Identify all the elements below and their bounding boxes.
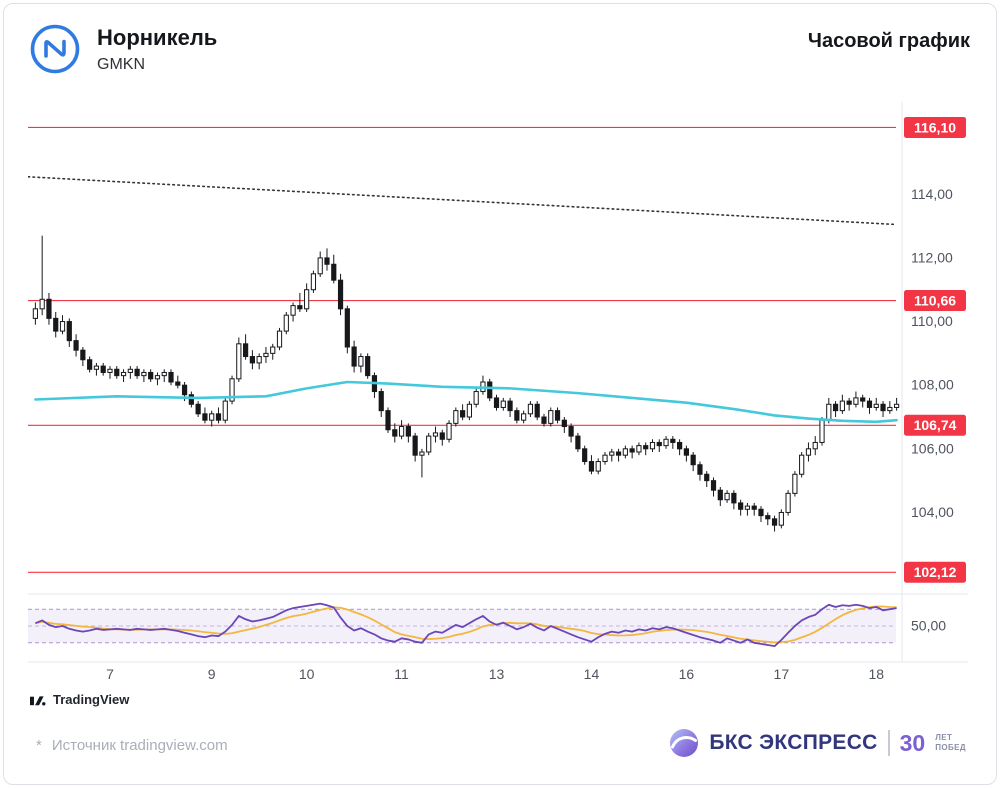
tradingview-logo-icon (30, 695, 46, 705)
svg-text:104,00: 104,00 (911, 504, 954, 520)
svg-text:7: 7 (106, 666, 114, 682)
svg-text:16: 16 (679, 666, 695, 682)
bks-logo-icon (670, 729, 699, 757)
bks-brand-name: БКС ЭКСПРЕСС (709, 731, 878, 754)
svg-text:112,00: 112,00 (911, 249, 953, 265)
bks-anniversary-number: 30 (899, 729, 926, 756)
bks-divider (887, 730, 890, 756)
svg-text:116,10: 116,10 (914, 119, 956, 135)
svg-text:110,66: 110,66 (914, 292, 956, 308)
svg-text:106,74: 106,74 (914, 417, 957, 433)
svg-text:106,00: 106,00 (911, 440, 954, 456)
svg-text:11: 11 (394, 666, 409, 682)
svg-text:50,00: 50,00 (911, 618, 946, 634)
source-star: * (36, 737, 42, 754)
bks-express-logo: БКС ЭКСПРЕСС 30 ЛЕТ ПОБЕД (669, 728, 966, 758)
svg-text:18: 18 (868, 666, 884, 682)
svg-text:13: 13 (489, 666, 505, 682)
source-note: * Источник tradingview.com (36, 737, 228, 754)
chart-canvas: 114,00 112,00 110,00 108,00 106,00 104,00 50,0… (27, 102, 968, 682)
svg-text:14: 14 (584, 666, 600, 682)
source-text: Источник tradingview.com (51, 737, 228, 754)
svg-text:108,00: 108,00 (911, 377, 954, 393)
svg-text:102,12: 102,12 (914, 564, 957, 580)
tradingview-attribution: TradingView (30, 692, 129, 707)
nornickel-logo (28, 22, 82, 76)
instrument-ticker: GMKN (97, 56, 145, 73)
bks-anniversary-caption: ЛЕТ ПОБЕД (935, 733, 966, 752)
timeframe-label: Часовой график (807, 30, 970, 52)
svg-text:110,00: 110,00 (911, 313, 953, 329)
tradingview-label: TradingView (53, 692, 130, 707)
nornickel-logo-icon (30, 24, 80, 74)
svg-text:114,00: 114,00 (911, 186, 953, 202)
svg-text:10: 10 (299, 666, 315, 682)
svg-text:17: 17 (774, 666, 790, 682)
instrument-title: Норникель (97, 25, 218, 50)
price-chart: 114,00 112,00 110,00 108,00 106,00 104,00 50,0… (27, 102, 968, 684)
svg-text:9: 9 (208, 666, 216, 682)
